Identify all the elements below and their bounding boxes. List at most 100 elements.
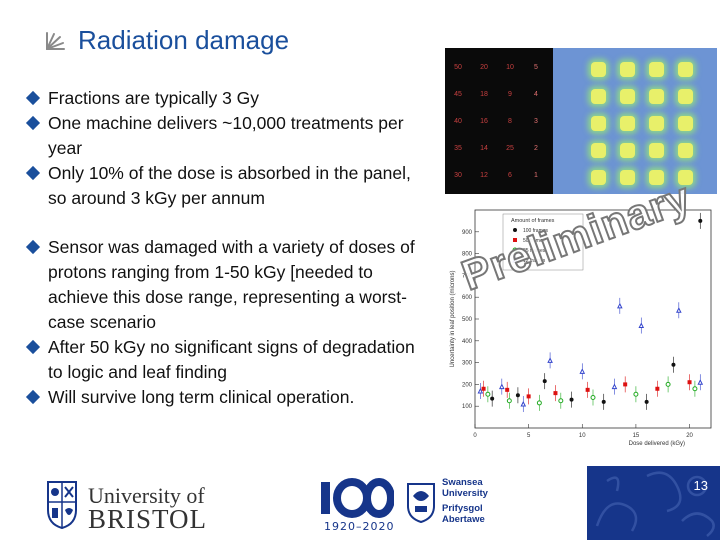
- bullet-item: After 50 kGy no significant signs of deg…: [25, 335, 426, 385]
- bullet-list-fractions: Fractions are typically 3 Gy One machine…: [25, 86, 426, 211]
- response-spot: [620, 62, 635, 77]
- dose-grid-label: 5: [534, 64, 538, 71]
- bullet-item: Will survive long term clinical operatio…: [25, 385, 426, 410]
- legend-entry: 12 frames: [523, 258, 546, 264]
- response-spot: [591, 62, 606, 77]
- response-spot: [620, 89, 635, 104]
- y-tick-label: 200: [462, 382, 473, 388]
- data-point: [505, 387, 510, 392]
- legend-entries: 100 frames 50 frames 25 frames 12 frames: [512, 228, 549, 264]
- response-spot: [649, 89, 664, 104]
- heraldic-pattern-icon: [595, 471, 715, 537]
- data-point: [553, 391, 558, 396]
- bullet-item: One machine delivers ~10,000 treatments …: [25, 111, 426, 161]
- footer: University of BRISTOL 1920–2020 Swansea …: [0, 466, 720, 540]
- dose-grid-label: 20: [480, 64, 488, 71]
- x-tick-label: 20: [686, 433, 693, 439]
- leaf-uncertainty-plot: Uncertainty in leaf position (microns) D…: [445, 200, 717, 450]
- legend-entry: 25 frames: [523, 248, 546, 254]
- diamond-bullet-icon: [25, 239, 41, 255]
- data-point: [512, 256, 518, 263]
- data-point: [477, 387, 484, 394]
- data-point: [536, 400, 542, 406]
- dose-grid-label: 8: [508, 118, 512, 125]
- data-point: [590, 394, 596, 400]
- data-point: [513, 228, 517, 232]
- data-point: [692, 386, 698, 392]
- centenary-logo-icon: [321, 478, 394, 518]
- university-crest-icon: [47, 481, 77, 530]
- data-point: [601, 399, 606, 404]
- data-point: [638, 322, 645, 329]
- response-spot: [620, 116, 635, 131]
- x-axis-label: Dose delivered (kGy): [629, 441, 685, 447]
- data-point: [512, 247, 518, 253]
- swansea-line: Prifysgol: [442, 503, 483, 514]
- footer-brand-panel: 13: [587, 466, 720, 540]
- data-point: [585, 387, 590, 392]
- bullet-item: Fractions are typically 3 Gy: [25, 86, 426, 111]
- data-point: [547, 357, 553, 363]
- dose-grid-label: 16: [480, 118, 488, 125]
- dose-grid-label: 18: [480, 91, 488, 98]
- dose-grid-label: 14: [480, 145, 488, 152]
- diamond-bullet-icon: [25, 90, 41, 106]
- data-point: [665, 381, 671, 387]
- data-point: [644, 399, 649, 404]
- data-point: [611, 383, 618, 390]
- dose-grid-label: 10: [506, 64, 514, 71]
- dose-grid-label: 40: [454, 118, 462, 125]
- x-tick-labels: 0 5 10 15 20: [473, 424, 694, 439]
- dose-grid-label: 45: [454, 91, 462, 98]
- response-spot: [678, 143, 693, 158]
- y-tick-labels: 100 200 300 400 500 600 700 800 900: [462, 230, 479, 410]
- swansea-wordmark: Swansea University Prifysgol Abertawe: [442, 477, 488, 525]
- university-name-line1: University of: [88, 483, 205, 508]
- dose-grid-label: 30: [454, 172, 462, 179]
- response-spot: [649, 143, 664, 158]
- centenary-years: 1920–2020: [324, 520, 395, 533]
- dose-grid-panel: 50 20 10 5 45 18 9 4 40 16 8 3 35 14 25 2 30 12 6 1: [445, 48, 553, 194]
- slide-title: Radiation damage: [78, 25, 290, 55]
- response-spot: [678, 89, 693, 104]
- diamond-bullet-icon: [25, 115, 41, 131]
- y-tick-label: 300: [462, 361, 473, 367]
- data-point: [671, 362, 676, 367]
- swansea-crest-icon: [407, 483, 435, 524]
- diamond-bullet-icon: [25, 165, 41, 181]
- diamond-bullet-icon: [25, 339, 41, 355]
- data-point: [676, 307, 682, 313]
- data-point: [515, 393, 520, 398]
- x-tick-label: 10: [579, 433, 586, 439]
- data-point: [655, 386, 660, 391]
- data-point: [569, 397, 574, 402]
- response-map-panel: [553, 48, 717, 194]
- university-name-line2: BRISTOL: [88, 504, 208, 534]
- response-spot: [591, 170, 606, 185]
- response-spot: [591, 143, 606, 158]
- data-point: [499, 383, 505, 390]
- data-point: [697, 379, 704, 385]
- dose-grid-label: 12: [480, 172, 488, 179]
- response-spot: [620, 170, 635, 185]
- x-tick-label: 0: [473, 433, 477, 439]
- bullet-item: Sensor was damaged with a variety of dos…: [25, 235, 426, 335]
- y-tick-label: 900: [462, 230, 473, 236]
- swansea-line: Swansea: [442, 477, 483, 488]
- data-point: [687, 380, 692, 385]
- data-point: [490, 396, 495, 401]
- sparkle-icon: [46, 32, 65, 50]
- response-spot: [649, 170, 664, 185]
- x-tick-label: 5: [527, 433, 531, 439]
- y-tick-label: 500: [462, 317, 473, 323]
- data-point: [520, 400, 527, 407]
- data-point: [579, 368, 586, 374]
- data-point: [558, 398, 564, 404]
- data-point: [526, 394, 531, 399]
- legend-entry: 100 frames: [523, 228, 549, 234]
- data-point: [485, 391, 491, 397]
- legend-entry: 50 frames: [523, 238, 546, 244]
- page-number: 13: [693, 478, 708, 493]
- y-tick-label: 800: [462, 252, 473, 258]
- data-point: [698, 218, 703, 223]
